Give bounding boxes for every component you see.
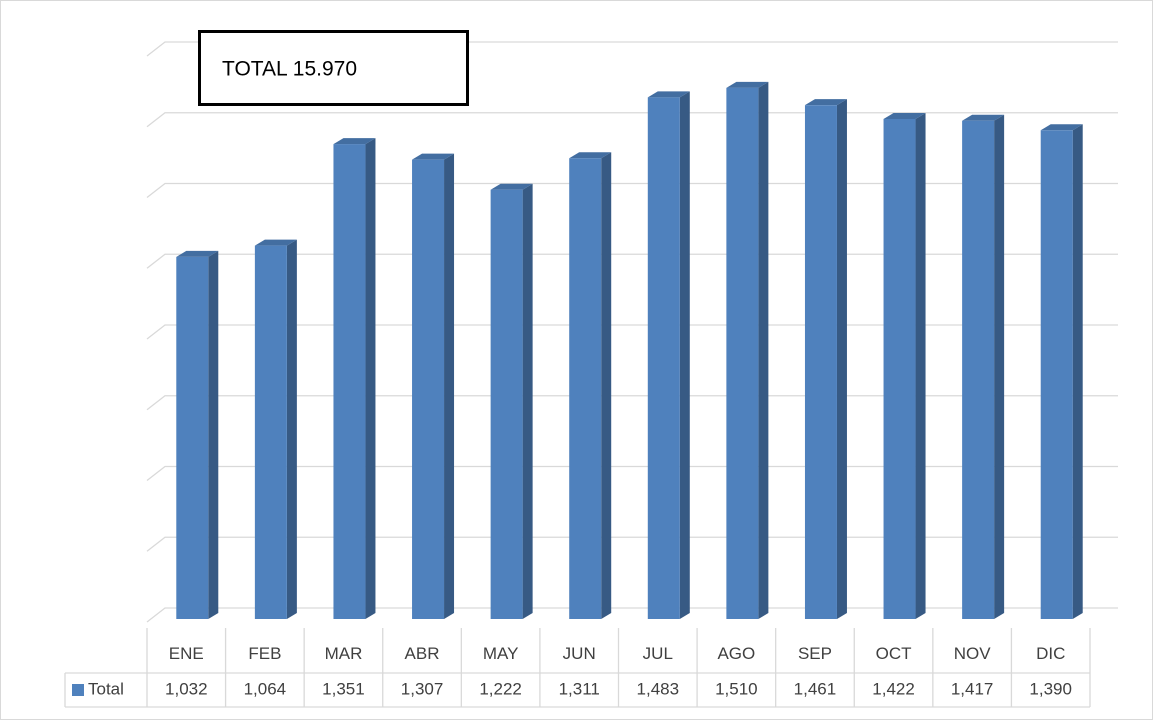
x-tick-label: FEB <box>248 644 281 663</box>
bar-side <box>444 153 455 619</box>
bar-top <box>726 81 769 88</box>
data-label: 1,422 <box>872 679 915 698</box>
total-annotation: TOTAL 15.970 <box>222 58 357 81</box>
bar-side <box>365 138 376 620</box>
bar <box>962 120 995 619</box>
bar-side <box>522 183 533 619</box>
x-tick-label: SEP <box>798 644 832 663</box>
grid-line <box>146 253 1118 269</box>
data-label: 1,417 <box>951 679 994 698</box>
grid-line <box>146 41 1118 57</box>
bar <box>726 87 759 619</box>
bar-top <box>412 153 455 160</box>
data-label: 1,461 <box>794 679 837 698</box>
data-label: 1,222 <box>479 679 522 698</box>
bar-top <box>176 250 219 257</box>
data-label: 1,307 <box>401 679 444 698</box>
data-label: 1,483 <box>637 679 680 698</box>
bar <box>412 159 445 619</box>
grid-line <box>146 112 1118 128</box>
bar-top <box>569 152 612 159</box>
bar-top <box>883 112 926 119</box>
bar-side <box>208 250 219 619</box>
legend-label: Total <box>88 679 124 698</box>
data-label: 1,032 <box>165 679 208 698</box>
grid <box>146 41 1118 623</box>
x-tick-label: JUN <box>563 644 596 663</box>
x-tick-label: ABR <box>405 644 440 663</box>
bar <box>254 245 287 620</box>
bar-side <box>836 99 847 619</box>
bar-top <box>962 114 1005 121</box>
grid-line <box>146 465 1118 482</box>
bar-top <box>804 99 847 106</box>
bar-top <box>1040 124 1083 131</box>
bar-top <box>647 91 690 98</box>
bar <box>176 256 209 619</box>
x-tick-label: AGO <box>717 644 755 663</box>
bar <box>804 105 837 619</box>
legend-swatch <box>72 684 84 696</box>
bar-top <box>333 138 376 145</box>
grid-line <box>146 395 1118 411</box>
bar-side <box>286 239 297 620</box>
bar <box>647 97 680 620</box>
grid-line <box>146 607 1118 623</box>
data-label: 1,351 <box>322 679 365 698</box>
bar-top <box>490 183 533 190</box>
x-tick-label: ENE <box>169 644 204 663</box>
x-tick-label: MAY <box>483 644 519 663</box>
data-label: 1,390 <box>1029 679 1072 698</box>
x-tick-label: NOV <box>954 644 992 663</box>
x-tick-label: OCT <box>876 644 912 663</box>
bar-side <box>758 81 769 619</box>
bar <box>1040 130 1073 619</box>
bar <box>333 144 366 620</box>
bar-side <box>915 112 926 619</box>
bar-side <box>679 91 690 620</box>
bar-side <box>994 114 1005 619</box>
bar-side <box>601 152 612 619</box>
data-table: ENE 1,032 FEB 1,064 MAR 1,351 ABR 1,307 MAY 1,222… <box>64 628 1091 708</box>
data-label: 1,510 <box>715 679 758 698</box>
x-tick-label: DIC <box>1036 644 1065 663</box>
grid-line <box>146 182 1118 199</box>
bar <box>569 158 602 619</box>
total-box <box>198 30 469 106</box>
data-label: 1,064 <box>244 679 287 698</box>
grid-line <box>146 536 1118 552</box>
data-label: 1,311 <box>559 679 600 698</box>
bar-side <box>1072 124 1083 619</box>
bar <box>883 118 916 619</box>
x-tick-label: MAR <box>325 644 363 663</box>
bars <box>176 81 1083 620</box>
bar-top <box>254 239 297 246</box>
x-tick-label: JUL <box>643 644 673 663</box>
grid-line <box>146 324 1118 340</box>
bar <box>490 189 523 619</box>
